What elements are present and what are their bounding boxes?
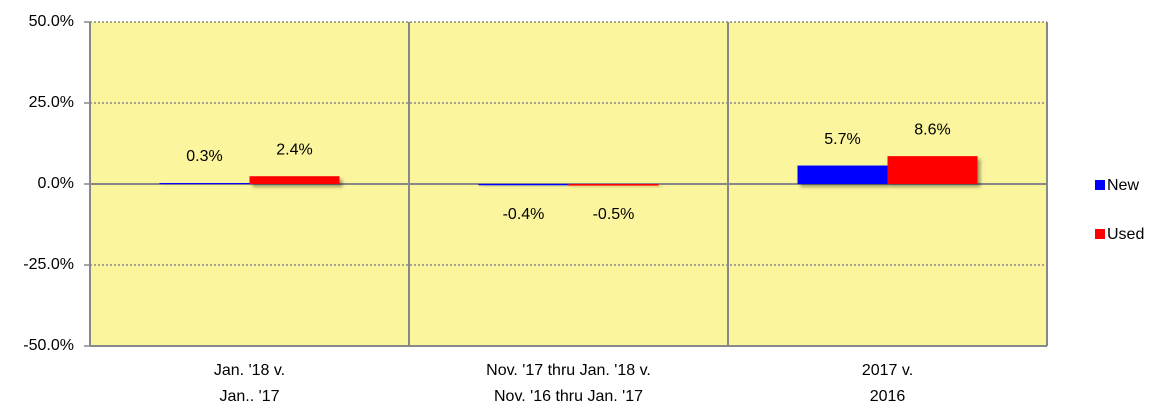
y-tick-label: 25.0% [29, 94, 74, 111]
data-label: 0.3% [186, 148, 222, 165]
legend-swatch [1095, 229, 1105, 239]
x-tick-label: 2016 [870, 388, 906, 405]
y-tick-label: 50.0% [29, 13, 74, 30]
x-tick-label: Nov. '16 thru Jan. '17 [494, 388, 643, 405]
bar [568, 184, 659, 186]
bar [797, 165, 888, 184]
legend-label: New [1107, 177, 1139, 194]
bar [249, 176, 340, 184]
legend-label: Used [1107, 226, 1144, 243]
data-label: 8.6% [914, 121, 950, 138]
bar [478, 184, 569, 186]
x-tick-label: 2017 v. [862, 362, 913, 379]
x-tick-label: Jan. '18 v. [214, 362, 285, 379]
y-tick-label: -50.0% [23, 337, 74, 354]
legend-swatch [1095, 180, 1105, 190]
x-tick-label: Nov. '17 thru Jan. '18 v. [486, 362, 651, 379]
data-label: 2.4% [276, 141, 312, 158]
bar [887, 156, 978, 184]
data-label: -0.5% [593, 206, 635, 223]
y-tick-label: -25.0% [23, 256, 74, 273]
y-tick-label: 0.0% [38, 175, 74, 192]
data-label: -0.4% [503, 206, 545, 223]
bar [159, 183, 250, 185]
x-tick-label: Jan.. '17 [220, 388, 280, 405]
data-label: 5.7% [824, 131, 860, 148]
